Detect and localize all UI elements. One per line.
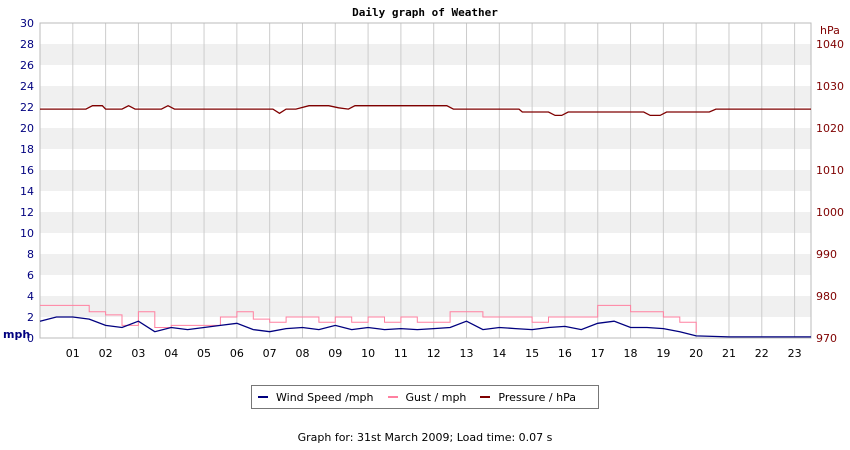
right-tick-label: 980: [816, 290, 837, 303]
x-tick-label: 12: [427, 347, 441, 360]
x-tick-label: 17: [591, 347, 605, 360]
grid-band: [40, 254, 811, 275]
right-tick-label: 970: [816, 332, 837, 345]
x-tick-label: 23: [788, 347, 802, 360]
x-tick-label: 09: [328, 347, 342, 360]
x-tick-label: 10: [361, 347, 375, 360]
right-axis-unit: hPa: [820, 24, 840, 37]
left-tick-label: 30: [20, 17, 34, 30]
left-tick-label: 14: [20, 185, 34, 198]
x-tick-label: 01: [66, 347, 80, 360]
left-tick-label: 0: [27, 332, 34, 345]
series-line-gust: [40, 304, 697, 333]
legend-item-pressure: Pressure / hPa: [480, 391, 576, 404]
x-tick-label: 19: [656, 347, 670, 360]
chart-title: Daily graph of Weather: [352, 6, 498, 19]
series-layer: [39, 104, 811, 338]
x-tick-label: 13: [460, 347, 474, 360]
legend: Wind Speed /mph Gust / mph Pressure / hP…: [251, 385, 599, 409]
grid-band: [40, 86, 811, 107]
x-tick-label: 15: [525, 347, 539, 360]
grid-band: [40, 296, 811, 317]
left-tick-label: 20: [20, 122, 34, 135]
left-tick-label: 2: [27, 311, 34, 324]
left-tick-label: 4: [27, 290, 34, 303]
grid-band: [40, 170, 811, 191]
footer-text: Graph for: 31st March 2009; Load time: 0…: [297, 431, 553, 444]
x-tick-label: 21: [722, 347, 736, 360]
left-tick-label: 6: [27, 269, 34, 282]
x-tick-label: 08: [295, 347, 309, 360]
x-tick-label: 04: [164, 347, 178, 360]
left-tick-label: 8: [27, 248, 34, 261]
x-tick-label: 02: [99, 347, 113, 360]
right-tick-label: 1010: [816, 164, 844, 177]
series-line-pressure: [40, 104, 811, 117]
legend-swatch-wind: [258, 396, 268, 398]
right-tick-label: 990: [816, 248, 837, 261]
vertical-grid: [72, 23, 796, 338]
legend-swatch-pressure: [480, 396, 491, 398]
right-tick-label: 1020: [816, 122, 844, 135]
left-tick-label: 10: [20, 227, 34, 240]
legend-label-wind: Wind Speed /mph: [276, 390, 374, 404]
series-line-wind-speed: [39, 316, 811, 338]
left-tick-label: 18: [20, 143, 34, 156]
grid-band: [40, 212, 811, 233]
x-tick-label: 07: [263, 347, 277, 360]
grid-band: [40, 128, 811, 149]
x-axis-ticks: 01 02 03 04 05 06 07 08 09 10 11 12 13 14 15 16 17 18 19 20…: [66, 347, 802, 360]
left-tick-label: 24: [20, 80, 34, 93]
x-tick-label: 06: [230, 347, 244, 360]
plot-bands: [40, 44, 811, 317]
x-tick-label: 14: [492, 347, 506, 360]
x-tick-label: 05: [197, 347, 211, 360]
left-tick-label: 26: [20, 59, 34, 72]
x-tick-label: 16: [558, 347, 572, 360]
x-tick-label: 20: [689, 347, 703, 360]
left-tick-label: 12: [20, 206, 34, 219]
plot-frame: [39, 22, 812, 339]
right-tick-label: 1000: [816, 206, 844, 219]
left-tick-label: 22: [20, 101, 34, 114]
legend-label-gust: Gust / mph: [405, 390, 467, 404]
right-axis-ticks: 970 980 990 1000 1010 1020 1030 1040: [816, 38, 844, 345]
x-tick-label: 22: [755, 347, 769, 360]
x-tick-label: 03: [131, 347, 145, 360]
legend-item-gust: Gust / mph: [387, 390, 467, 404]
right-tick-label: 1040: [816, 38, 844, 51]
left-axis-unit: mph: [3, 328, 30, 341]
left-tick-label: 28: [20, 38, 34, 51]
legend-label-pressure: Pressure / hPa: [498, 390, 576, 404]
x-tick-label: 11: [394, 347, 408, 360]
x-tick-label: 18: [624, 347, 638, 360]
left-tick-label: 16: [20, 164, 34, 177]
legend-swatch-gust: [387, 396, 398, 398]
legend-item-wind: Wind Speed /mph: [258, 391, 374, 404]
right-tick-label: 1030: [816, 80, 844, 93]
grid-band: [40, 44, 811, 65]
